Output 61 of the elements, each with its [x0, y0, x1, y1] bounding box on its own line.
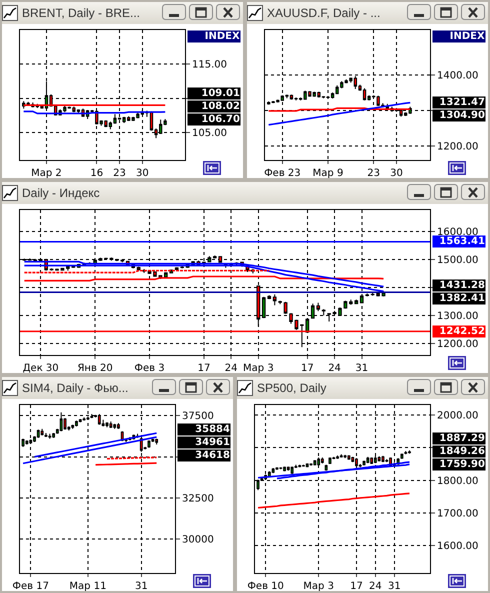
- text: 1431.28: [439, 280, 485, 291]
- text: 35884: [195, 424, 230, 435]
- x-tick-label: Дек 30: [22, 363, 59, 374]
- x-tick-label: Мар 2: [31, 168, 62, 179]
- y-tick-label: 1700.00: [437, 508, 478, 520]
- text: 106.70: [201, 114, 240, 125]
- x-tick-label: 24: [369, 581, 382, 592]
- chart-title: Daily - Индекс: [22, 186, 100, 200]
- x-tick-label: 23: [113, 168, 126, 179]
- y-tick-label: 1400.00: [437, 70, 478, 82]
- chart-title: SP500, Daily: [257, 381, 326, 395]
- text: 109.01: [201, 88, 240, 99]
- x-tick-label: 30: [136, 168, 149, 179]
- x-tick-label: 24: [328, 363, 341, 374]
- x-tick-label: 30: [390, 168, 403, 179]
- y-tick-label: 37500: [182, 411, 214, 422]
- ref-line-label: 1242.52: [439, 326, 485, 337]
- text: 1759.90: [439, 459, 485, 470]
- x-tick-label: 17: [300, 363, 314, 374]
- x-tick-label: Мар 9: [312, 168, 344, 179]
- text: 108.02: [201, 101, 240, 112]
- y-tick-label: 1200.00: [437, 141, 478, 152]
- x-tick-label: Фев 23: [264, 168, 301, 179]
- y-tick-label: 30000: [182, 534, 214, 546]
- y-axis-title: INDEX: [450, 31, 485, 42]
- y-axis-title: INDEX: [204, 31, 240, 42]
- y-tick-label: 115.00: [192, 60, 227, 71]
- x-tick-label: 31: [134, 581, 148, 592]
- text: 1849.26: [439, 446, 485, 457]
- x-tick-label: Фев 10: [247, 581, 284, 592]
- x-tick-label: 17: [198, 363, 210, 374]
- chart-title: XAUUSD.F, Daily - ...: [267, 6, 380, 20]
- text: 1321.47: [439, 97, 485, 108]
- x-tick-label: 31: [388, 581, 401, 592]
- x-tick-label: Мар 3: [243, 363, 274, 374]
- x-tick-label: Мар 11: [69, 581, 106, 592]
- chart-title: BRENT, Daily - BRE...: [22, 6, 140, 20]
- text: 34618: [195, 450, 230, 461]
- y-tick-label: 32500: [182, 493, 214, 504]
- y-tick-label: 1500.00: [437, 254, 478, 266]
- text: 1304.90: [439, 110, 485, 121]
- y-tick-label: 2000.00: [437, 410, 478, 422]
- text: 1382.41: [439, 293, 485, 304]
- x-tick-label: 17: [350, 581, 363, 592]
- y-tick-label: 1800.00: [437, 476, 478, 487]
- x-tick-label: 23: [367, 168, 380, 179]
- x-tick-label: Фев 3: [134, 363, 165, 374]
- y-tick-label: 1200.00: [437, 338, 478, 350]
- x-tick-label: Фев 17: [12, 581, 49, 592]
- x-tick-label: Мар 3: [303, 581, 334, 592]
- text: 34961: [195, 437, 230, 448]
- x-tick-label: 31: [355, 363, 368, 374]
- x-tick-label: Янв 20: [77, 363, 113, 374]
- x-tick-label: 24: [224, 363, 238, 374]
- y-tick-label: 1300.00: [437, 310, 478, 322]
- chart-title: SIM4, Daily - Фью...: [22, 381, 128, 395]
- ref-line-label: 1563.41: [439, 236, 485, 247]
- y-tick-label: 105.00: [192, 128, 227, 140]
- y-tick-label: 1600.00: [437, 541, 478, 552]
- x-tick-label: 16: [90, 168, 104, 179]
- text: 1887.29: [439, 433, 485, 444]
